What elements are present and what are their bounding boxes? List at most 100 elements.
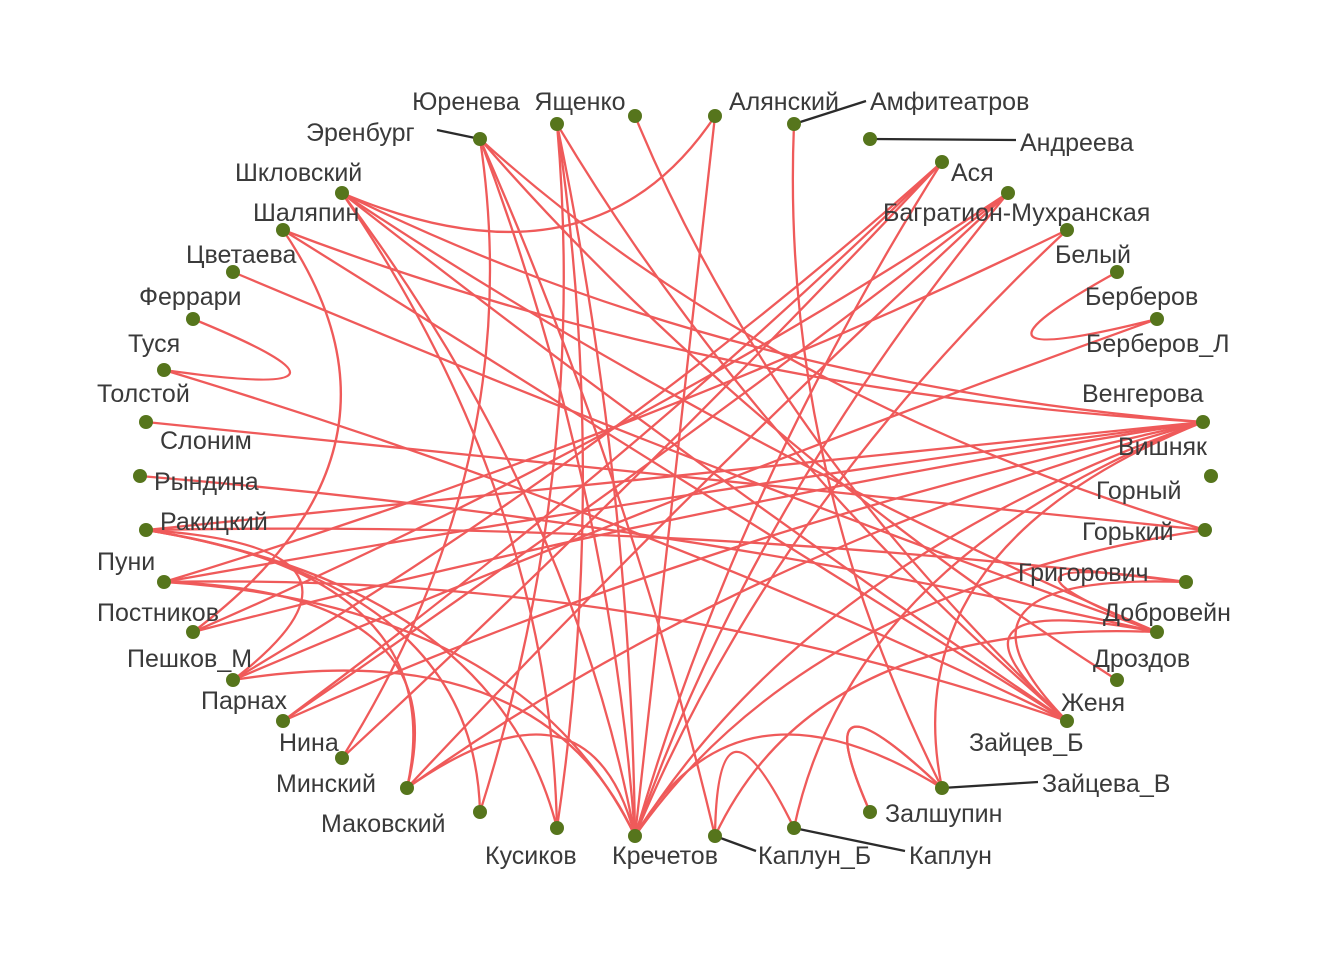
node-label-erenburg: Эренбург bbox=[306, 119, 415, 147]
leader-line-erenburg bbox=[436, 128, 481, 141]
edge-asya-parnakh bbox=[282, 161, 943, 722]
leader-line-zaitseva_v bbox=[941, 780, 1039, 790]
edge-vengerova-puni bbox=[163, 420, 1204, 584]
leader-line-amfiteatrov bbox=[793, 99, 867, 126]
node-label-bely: Белый bbox=[1055, 241, 1131, 269]
edge-berberov-berberov_l bbox=[1030, 270, 1158, 341]
node-vengerova bbox=[1196, 415, 1210, 429]
node-gorky bbox=[1198, 523, 1212, 537]
node-bagration bbox=[1001, 186, 1015, 200]
edge-dobrovein-kaplun_b bbox=[713, 630, 1158, 837]
node-label-vishnyak: Вишняк bbox=[1118, 433, 1208, 461]
node-berberov bbox=[1110, 265, 1124, 279]
node-label-peshkov_m: Пешков_М bbox=[127, 645, 252, 673]
node-zhenya bbox=[1060, 714, 1074, 728]
node-puni bbox=[157, 575, 171, 589]
node-ferrari bbox=[186, 312, 200, 326]
node-bely bbox=[1060, 223, 1074, 237]
node-berberov_l bbox=[1150, 312, 1164, 326]
node-drozdov bbox=[1110, 673, 1124, 687]
edge-vishnyak-zaitsev_b bbox=[934, 420, 1204, 789]
leader-line-kaplun bbox=[793, 826, 906, 853]
edge-krechetov-erenburg bbox=[478, 138, 637, 837]
edge-tusya-ferrari bbox=[163, 317, 292, 381]
edge-shklovsky-dobrovein bbox=[341, 192, 1158, 634]
node-label-shklovsky: Шкловский bbox=[235, 159, 362, 187]
node-label-krechetov: Кречетов bbox=[612, 842, 718, 870]
node-label-minsky: Минский bbox=[276, 770, 376, 798]
node-tusya bbox=[157, 363, 171, 377]
node-label-amfiteatrov: Амфитеатров bbox=[870, 88, 1029, 116]
edge-gorky-erenburg bbox=[479, 138, 1206, 532]
node-label-nina: Нина bbox=[279, 729, 339, 757]
node-label-ferrari: Феррари bbox=[139, 283, 242, 311]
node-yashchenko bbox=[628, 109, 642, 123]
node-label-andreeva: Андреева bbox=[1020, 129, 1134, 157]
node-krechetov bbox=[628, 829, 642, 843]
node-label-berberov_l: Берберов_Л bbox=[1086, 330, 1230, 358]
edge-peshkov_m-rakitsky bbox=[145, 528, 304, 681]
node-label-yashchenko: Ященко bbox=[534, 88, 625, 116]
node-asya bbox=[935, 155, 949, 169]
node-andreeva bbox=[863, 132, 877, 146]
node-label-ryndina: Рындина bbox=[154, 468, 259, 496]
node-label-zhenya: Женя bbox=[1061, 689, 1125, 717]
node-label-kaplun_b: Каплун_Б bbox=[758, 842, 871, 870]
edge-minsky-puni bbox=[163, 580, 417, 789]
node-label-alyansky: Алянский bbox=[729, 88, 839, 116]
edge-vishnyak-shklovsky bbox=[341, 191, 1204, 424]
node-label-yureneva: Юренева bbox=[412, 88, 520, 116]
node-label-tsvetaeva: Цветаева bbox=[186, 241, 297, 269]
label-leader-lines bbox=[436, 99, 1039, 853]
node-dobrovein bbox=[1150, 625, 1164, 639]
node-makovsky bbox=[473, 805, 487, 819]
node-peshkov_m bbox=[226, 673, 240, 687]
edge-nina-erenburg bbox=[341, 138, 492, 759]
edge-kusikov-shklovsky bbox=[341, 192, 559, 829]
node-parnakh bbox=[276, 714, 290, 728]
node-label-zaitseva_v: Зайцева_В bbox=[1042, 770, 1170, 798]
edge-zaitseva_v-krechetov bbox=[634, 733, 943, 837]
node-label-gorny: Горный bbox=[1096, 477, 1181, 505]
node-label-zalshupin: Залшупин bbox=[885, 800, 1002, 828]
edge-asya-krechetov bbox=[633, 161, 943, 837]
node-label-asya: Ася bbox=[951, 159, 994, 187]
node-label-parnakh: Парнах bbox=[201, 687, 287, 715]
node-label-kaplun: Каплун bbox=[909, 842, 992, 870]
edge-vishnyak-kaplun bbox=[792, 420, 1204, 829]
node-alyansky bbox=[708, 109, 722, 123]
node-label-puni: Пуни bbox=[97, 548, 155, 576]
node-kaplun bbox=[787, 821, 801, 835]
edge-zhenya-shklovsky bbox=[341, 192, 1068, 722]
node-rakitsky bbox=[139, 523, 153, 537]
node-label-berberov: Берберов bbox=[1085, 283, 1198, 311]
node-kusikov bbox=[550, 821, 564, 835]
nodes-layer bbox=[133, 109, 1218, 843]
node-label-dobrovein: Добровейн bbox=[1103, 599, 1231, 627]
node-slonim bbox=[139, 415, 153, 429]
node-shalyapin bbox=[276, 223, 290, 237]
edge-zaitseva_v-zalshupin bbox=[846, 725, 943, 813]
edge-minsky-rakitsky bbox=[145, 528, 415, 789]
node-label-shalyapin: Шаляпин bbox=[253, 199, 359, 227]
node-label-zaitsev_b: Зайцев_Б bbox=[969, 729, 1084, 757]
node-postnikov bbox=[186, 625, 200, 639]
node-label-grigorovich: Григорович bbox=[1018, 559, 1149, 587]
node-shklovsky bbox=[335, 186, 349, 200]
edge-krechetov-shklovsky bbox=[341, 192, 637, 837]
node-kaplun_b bbox=[708, 829, 722, 843]
node-tsvetaeva bbox=[226, 265, 240, 279]
edge-vengerova-parnakh bbox=[282, 420, 1204, 723]
edge-zhenya-yashchenko bbox=[633, 115, 1068, 722]
node-gorny bbox=[1204, 469, 1218, 483]
edge-grigorovich-zhenya bbox=[1014, 580, 1187, 722]
node-label-slonim: Слоним bbox=[160, 427, 252, 455]
node-grigorovich bbox=[1179, 575, 1193, 589]
edge-bagration-krechetov bbox=[633, 192, 1009, 837]
node-label-makovsky: Маковский bbox=[321, 810, 446, 838]
edge-vengerova-shalyapin bbox=[282, 228, 1204, 424]
edge-vengerova-minsky bbox=[406, 420, 1204, 789]
node-label-vengerova: Венгерова bbox=[1082, 380, 1204, 408]
leader-line-andreeva bbox=[869, 137, 1017, 142]
